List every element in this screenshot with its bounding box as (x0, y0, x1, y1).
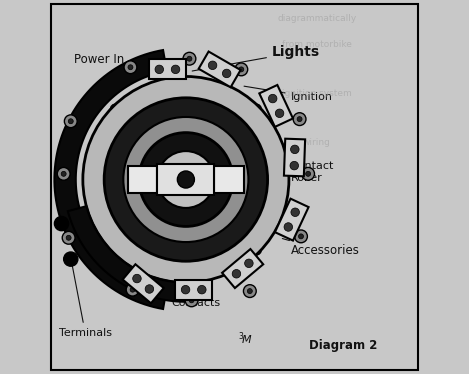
Circle shape (235, 63, 248, 76)
Circle shape (128, 65, 133, 70)
Circle shape (189, 298, 194, 303)
FancyBboxPatch shape (51, 4, 418, 370)
Circle shape (64, 252, 78, 266)
Circle shape (124, 61, 137, 74)
Text: ignition system: ignition system (282, 89, 352, 98)
Circle shape (185, 294, 198, 307)
Circle shape (177, 171, 195, 188)
Polygon shape (199, 52, 241, 87)
Circle shape (293, 113, 306, 126)
Circle shape (61, 171, 66, 176)
Text: $^3\!M$: $^3\!M$ (238, 331, 253, 347)
Circle shape (222, 69, 231, 78)
Circle shape (245, 259, 253, 267)
Polygon shape (54, 50, 167, 309)
Text: diagrammatically: diagrammatically (277, 14, 356, 23)
Text: Contacts: Contacts (171, 283, 220, 308)
Circle shape (182, 285, 190, 294)
Text: Terminals: Terminals (59, 260, 112, 338)
Text: Contact
Roller: Contact Roller (291, 161, 334, 183)
Circle shape (54, 217, 68, 231)
Circle shape (291, 145, 299, 154)
Polygon shape (222, 249, 263, 288)
Circle shape (290, 161, 298, 170)
Circle shape (145, 285, 154, 293)
Circle shape (297, 117, 302, 122)
Bar (128, 166, 158, 193)
Circle shape (126, 283, 139, 296)
Bar (158, 164, 214, 195)
Polygon shape (68, 206, 197, 302)
Circle shape (155, 65, 164, 74)
Circle shape (298, 234, 303, 239)
Circle shape (64, 115, 77, 128)
Circle shape (130, 287, 135, 292)
Circle shape (247, 289, 252, 294)
Bar (214, 166, 244, 193)
Text: Lights: Lights (192, 45, 320, 71)
Circle shape (83, 77, 289, 283)
Circle shape (183, 52, 196, 65)
Circle shape (68, 119, 73, 124)
Text: Ignition: Ignition (244, 86, 333, 102)
Circle shape (66, 235, 71, 240)
Circle shape (139, 133, 233, 226)
Polygon shape (149, 59, 186, 79)
Circle shape (284, 223, 293, 231)
Circle shape (187, 56, 192, 61)
Polygon shape (175, 280, 212, 300)
Circle shape (171, 65, 180, 74)
Circle shape (57, 168, 70, 180)
Circle shape (123, 117, 249, 242)
Circle shape (158, 151, 214, 208)
Text: wiring: wiring (303, 138, 331, 147)
Circle shape (208, 61, 217, 70)
Circle shape (291, 208, 299, 217)
Circle shape (306, 171, 310, 176)
Text: Diagram 2: Diagram 2 (309, 338, 378, 352)
Circle shape (302, 168, 315, 180)
Circle shape (295, 230, 307, 243)
Polygon shape (259, 85, 293, 127)
Polygon shape (122, 264, 164, 303)
Circle shape (239, 67, 244, 72)
Text: Power In: Power In (74, 53, 137, 77)
Circle shape (133, 274, 141, 283)
Circle shape (232, 270, 241, 278)
Circle shape (62, 232, 75, 244)
Polygon shape (275, 199, 309, 240)
Circle shape (197, 285, 206, 294)
Circle shape (268, 94, 277, 103)
Circle shape (243, 285, 256, 297)
FancyBboxPatch shape (111, 105, 261, 254)
Text: from motorbike: from motorbike (282, 40, 352, 49)
Text: Accessories: Accessories (282, 239, 359, 257)
Circle shape (104, 98, 268, 261)
Circle shape (275, 109, 284, 117)
Polygon shape (284, 139, 305, 176)
